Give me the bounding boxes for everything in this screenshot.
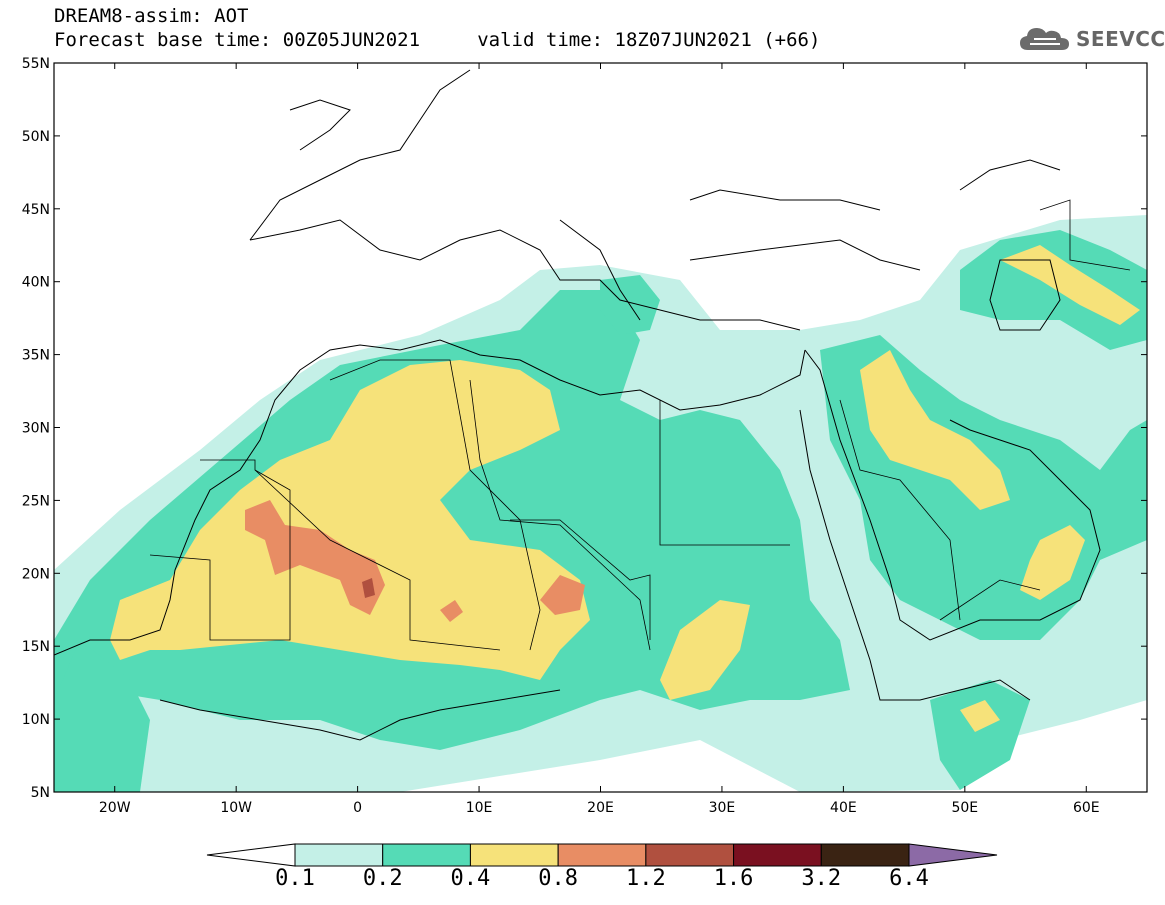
forecast-time-line: Forecast base time: 00Z05JUN2021 valid t… bbox=[54, 29, 821, 51]
lat-label: 55N bbox=[22, 56, 50, 72]
colorbar-label: 1.6 bbox=[713, 866, 754, 891]
colorbar-label: 0.8 bbox=[538, 866, 579, 891]
cloud-icon bbox=[1020, 28, 1069, 50]
lat-label: 30N bbox=[22, 421, 50, 437]
aot-band-0.8 bbox=[245, 500, 385, 615]
aot-band-0.4-oman bbox=[1020, 525, 1085, 600]
lon-label: 40E bbox=[830, 800, 857, 816]
aot-band-0.8-chad bbox=[540, 575, 585, 615]
lat-label: 15N bbox=[22, 639, 50, 655]
lon-label: 0 bbox=[353, 800, 362, 816]
lat-label: 25N bbox=[22, 493, 50, 509]
map-title: DREAM8-assim: AOT bbox=[54, 5, 249, 27]
aot-band-0.8-niger bbox=[440, 600, 463, 622]
colorbar-label: 0.1 bbox=[275, 866, 315, 891]
country-borders bbox=[149, 199, 1131, 651]
colorbar-min-arrow bbox=[206, 843, 296, 867]
colorbar-label: 3.2 bbox=[801, 866, 842, 891]
colorbar-segment bbox=[820, 843, 910, 867]
aot-band-1.2 bbox=[362, 578, 375, 598]
colorbar-segment bbox=[469, 843, 559, 867]
lat-label: 20N bbox=[22, 566, 50, 582]
colorbar-segment bbox=[645, 843, 735, 867]
lon-label: 20E bbox=[587, 800, 614, 816]
lat-label: 45N bbox=[22, 202, 50, 218]
lat-label: 35N bbox=[22, 348, 50, 364]
colorbar-segment bbox=[557, 843, 647, 867]
aot-band-0.4-caspian bbox=[1000, 245, 1140, 325]
aot-band-0.2-horn bbox=[930, 680, 1030, 790]
colorbar-label: 0.2 bbox=[362, 866, 403, 891]
lon-label: 10W bbox=[220, 800, 252, 816]
logo-text: SEEVCCC bbox=[1076, 27, 1165, 51]
aot-band-0.4 bbox=[110, 360, 590, 680]
colorbar-segment bbox=[294, 843, 384, 867]
colorbar-segment bbox=[733, 843, 822, 867]
lon-label: 60E bbox=[1073, 800, 1100, 816]
lon-axis: 20W 10W 0 10E 20E 30E 40E 50E 60E bbox=[99, 63, 1100, 816]
seevccc-logo: SEEVCCC bbox=[1018, 22, 1165, 56]
lat-label: 5N bbox=[31, 785, 50, 801]
aot-band-0.2-west-coast bbox=[54, 640, 150, 792]
lon-label: 50E bbox=[951, 800, 978, 816]
lat-label: 40N bbox=[22, 275, 50, 291]
lon-label: 20W bbox=[99, 800, 131, 816]
lon-label: 10E bbox=[466, 800, 493, 816]
aot-shading bbox=[54, 215, 1147, 792]
aot-band-0.4-somalia bbox=[960, 700, 1000, 732]
colorbar-label: 6.4 bbox=[889, 866, 929, 891]
colorbar-segment bbox=[382, 843, 471, 867]
colorbar-label: 0.4 bbox=[450, 866, 491, 891]
lat-axis: 55N 50N 45N 40N 35N 30N 25N 20N 15N 10N 5N bbox=[22, 56, 1147, 801]
coastlines bbox=[54, 69, 1101, 741]
colorbar-max-arrow bbox=[908, 843, 998, 867]
lat-label: 50N bbox=[22, 129, 50, 145]
colorbar-label: 1.2 bbox=[625, 866, 666, 891]
lat-label: 10N bbox=[22, 712, 50, 728]
aot-band-0.4-iraq bbox=[860, 350, 1010, 510]
lon-label: 30E bbox=[709, 800, 736, 816]
colorbar-labels: 0.1 0.2 0.4 0.8 1.2 1.6 3.2 6.4 bbox=[0, 866, 1165, 896]
aot-band-0.4-sudan bbox=[660, 600, 750, 700]
colorbar bbox=[206, 843, 998, 867]
